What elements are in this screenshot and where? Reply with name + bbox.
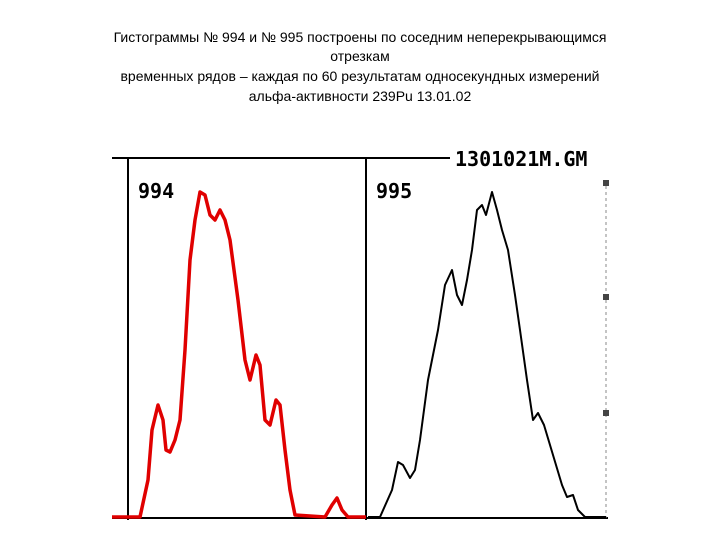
tick [603, 410, 609, 416]
title-line: временных рядов – каждая по 60 результат… [120, 68, 599, 84]
histogram-curve [368, 191, 606, 518]
file-label: 1301021M.GM [455, 147, 587, 171]
tick [603, 294, 609, 300]
plot-clip: 1301021M.GM [455, 147, 587, 171]
tick [603, 180, 609, 186]
histogram-curve [112, 190, 366, 519]
title-line: альфа-активности 239Pu 13.01.02 [249, 88, 472, 104]
panel-label: 995 [376, 179, 412, 203]
title-line: отрезкам [330, 48, 389, 64]
panel-label: 994 [138, 179, 174, 203]
title-line: Гистограммы № 994 и № 995 построены по с… [114, 29, 607, 45]
